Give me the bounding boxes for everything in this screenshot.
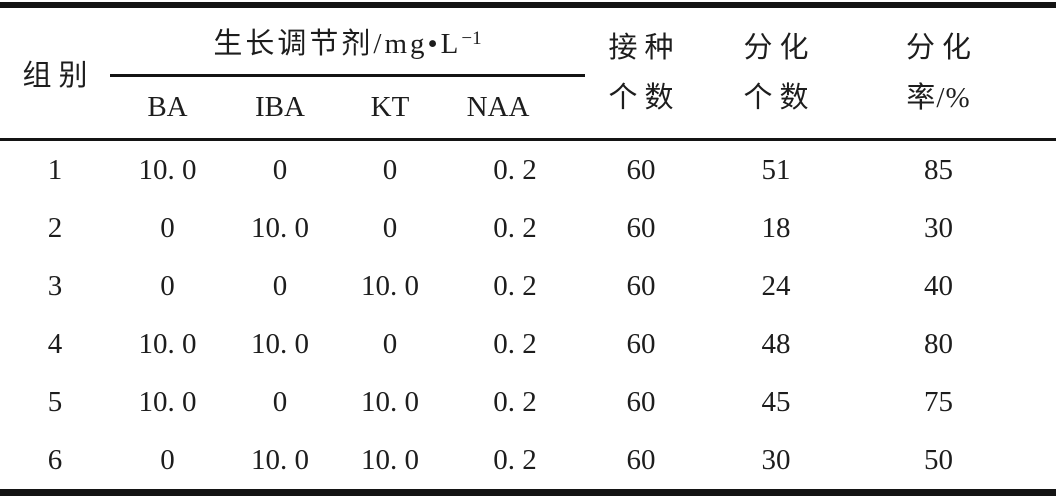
header-differentiation-rate: 分化 率/% [855,5,1056,140]
table-row: 4 10. 0 10. 0 0 0. 2 60 48 80 [0,315,1056,373]
header-inoculated-line1: 接种 [608,32,681,64]
cell-inoculated: 60 [626,211,656,244]
spanner-label: 生长调节剂/mg•L [213,28,462,60]
cell-ba: 0 [160,269,175,302]
cell-iba: 10. 0 [251,327,309,360]
header-inoculated-count: 接种 个数 [585,5,697,140]
cell-group: 1 [47,153,63,186]
cell-kt: 0 [382,327,398,360]
table-row: 3 0 0 10. 0 0. 2 60 24 40 [0,257,1056,315]
cell-differentiated: 51 [761,153,791,186]
cell-iba: 0 [272,153,288,186]
header-rate-line1: 分化 [906,32,979,64]
header-differentiated-line2: 个数 [743,82,816,114]
cell-naa: 0. 2 [493,269,537,302]
header-growth-regulator-spanner: 生长调节剂/mg•L−1 [110,5,586,77]
cell-kt: 10. 0 [361,269,419,302]
cell-differentiated: 48 [761,327,791,360]
cell-naa: 0. 2 [493,327,537,360]
cell-iba: 10. 0 [251,443,309,476]
cell-group: 2 [47,211,63,244]
table-row: 1 10. 0 0 0 0. 2 60 51 85 [0,140,1056,200]
cell-inoculated: 60 [626,443,656,476]
cell-rate: 75 [924,385,954,418]
cell-inoculated: 60 [626,327,656,360]
header-rate-line2: 率/% [906,82,971,114]
header-inoculated-line2: 个数 [608,82,681,114]
header-ba: BA [147,91,188,123]
cell-rate: 50 [924,443,954,476]
table-row: 2 0 10. 0 0 0. 2 60 18 30 [0,199,1056,257]
header-differentiated-line1: 分化 [743,32,816,64]
cell-ba: 10. 0 [138,327,197,360]
cell-rate: 85 [924,153,954,186]
cell-ba: 0 [160,211,175,244]
cell-naa: 0. 2 [493,443,537,476]
cell-inoculated: 60 [626,269,656,302]
cell-group: 3 [47,269,63,302]
table-row: 5 10. 0 0 10. 0 0. 2 60 45 75 [0,373,1056,431]
spanner-superscript: −1 [461,28,482,49]
header-group: 组别 [22,60,95,92]
header-naa: NAA [466,91,530,123]
cell-group: 5 [47,385,63,418]
cell-iba: 0 [272,269,288,302]
cell-inoculated: 60 [626,385,656,418]
cell-iba: 10. 0 [251,211,309,244]
cell-ba: 10. 0 [138,153,197,186]
cell-differentiated: 24 [761,269,791,302]
table-body: 1 10. 0 0 0 0. 2 60 51 85 2 0 10. 0 0 0.… [0,140,1056,493]
cell-differentiated: 45 [761,385,791,418]
cell-iba: 0 [272,385,288,418]
cell-rate: 80 [924,327,954,360]
table-row: 6 0 10. 0 10. 0 0. 2 60 30 50 [0,431,1056,493]
cell-group: 4 [47,327,63,360]
cell-group: 6 [47,443,63,476]
cell-rate: 30 [924,211,954,244]
cell-naa: 0. 2 [493,211,537,244]
cell-kt: 10. 0 [361,385,419,418]
cell-kt: 0 [382,153,398,186]
cell-naa: 0. 2 [493,153,537,186]
cell-kt: 10. 0 [361,443,419,476]
cell-ba: 0 [160,443,175,476]
header-differentiated-count: 分化 个数 [697,5,855,140]
cell-kt: 0 [382,211,398,244]
cell-rate: 40 [924,269,954,302]
cell-differentiated: 30 [761,443,791,476]
header-iba: IBA [255,91,305,123]
cell-differentiated: 18 [761,211,791,244]
table-header: 组别 生长调节剂/mg•L−1 接种 个数 分化 个数 分化 率/% BA IB… [0,5,1056,140]
cell-inoculated: 60 [626,153,656,186]
header-row-top: 组别 生长调节剂/mg•L−1 接种 个数 分化 个数 分化 率/% [0,5,1056,114]
header-row-sub: BA IBA KT NAA [0,76,1056,140]
cell-naa: 0. 2 [493,385,537,418]
cell-ba: 10. 0 [138,385,197,418]
header-kt: KT [370,91,410,123]
